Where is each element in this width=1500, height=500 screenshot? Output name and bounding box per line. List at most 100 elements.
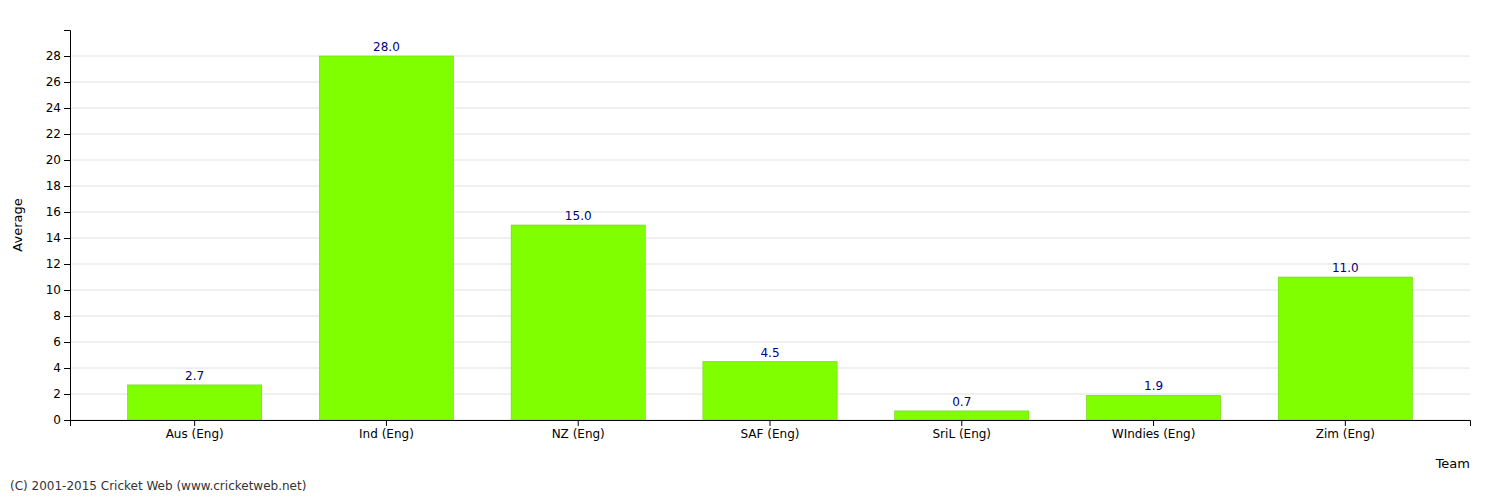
bar xyxy=(511,225,645,420)
data-label: 4.5 xyxy=(760,346,779,360)
tick-label: Ind (Eng) xyxy=(359,427,414,441)
grid-line xyxy=(70,134,1470,135)
grid-line xyxy=(70,238,1470,239)
tick-label: 8 xyxy=(53,309,61,323)
data-label: 11.0 xyxy=(1332,261,1359,275)
tick-label: SriL (Eng) xyxy=(932,427,991,441)
footnote: (C) 2001-2015 Cricket Web (www.cricketwe… xyxy=(10,479,306,493)
axis-title: Team xyxy=(1435,456,1470,471)
tick-label: 2 xyxy=(53,387,61,401)
tick-label: 28 xyxy=(46,49,61,63)
tick-label: 0 xyxy=(53,413,61,427)
tick: 22 xyxy=(46,127,70,141)
tick: 4 xyxy=(53,361,70,375)
data-labels: 2.7 28.0 15.0 4.5 0.7 1.9 11.0 xyxy=(185,40,1359,409)
bars xyxy=(128,56,1413,420)
grid-line xyxy=(70,82,1470,83)
tick-label: SAF (Eng) xyxy=(741,427,800,441)
tick: 18 xyxy=(46,179,70,193)
x-axis: Aus (Eng) Ind (Eng) NZ (Eng) SAF (Eng) SriL … xyxy=(71,420,1471,441)
data-label: 15.0 xyxy=(565,209,592,223)
chart-container: 2.728.015.04.50.71.911.00246810121416182… xyxy=(0,0,1500,500)
tick-label: Zim (Eng) xyxy=(1316,427,1375,441)
tick-mark xyxy=(1153,420,1154,426)
tick: SriL (Eng) xyxy=(932,420,991,441)
tick-label: 24 xyxy=(46,101,61,115)
tick-mark xyxy=(770,420,771,426)
grid-line xyxy=(70,290,1470,291)
axis-title: Average xyxy=(10,198,25,251)
tick: 6 xyxy=(53,335,70,349)
grid-line xyxy=(70,56,1470,57)
tick: NZ (Eng) xyxy=(552,420,605,441)
tick-label: 10 xyxy=(46,283,61,297)
tick-mark xyxy=(64,238,70,239)
tick-mark xyxy=(64,264,70,265)
tick-label: WIndies (Eng) xyxy=(1112,427,1196,441)
tick-label: NZ (Eng) xyxy=(552,427,605,441)
tick: 12 xyxy=(46,257,70,271)
tick: 24 xyxy=(46,101,70,115)
tick: 26 xyxy=(46,75,70,89)
y-axis: 0246810121416182022242628 xyxy=(46,31,71,428)
tick-label: 20 xyxy=(46,153,61,167)
tick-label: 18 xyxy=(46,179,61,193)
tick: SAF (Eng) xyxy=(741,420,800,441)
tick-label: Aus (Eng) xyxy=(166,427,224,441)
bar xyxy=(319,56,453,420)
tick-label: 22 xyxy=(46,127,61,141)
tick-mark xyxy=(64,342,70,343)
grid-line xyxy=(70,108,1470,109)
tick-mark xyxy=(64,160,70,161)
bar xyxy=(703,362,837,421)
tick-mark xyxy=(64,186,70,187)
grid-line xyxy=(70,264,1470,265)
data-label: 2.7 xyxy=(185,369,204,383)
tick-label: 6 xyxy=(53,335,61,349)
grid-line xyxy=(70,342,1470,343)
grid-line xyxy=(70,316,1470,317)
axis-line xyxy=(71,421,1471,427)
tick-mark xyxy=(64,82,70,83)
tick-mark xyxy=(64,212,70,213)
axis-line xyxy=(64,31,71,421)
tick-mark xyxy=(64,368,70,369)
tick: WIndies (Eng) xyxy=(1112,420,1196,441)
tick-mark xyxy=(1345,420,1346,426)
tick-mark xyxy=(578,420,579,426)
tick: 0 xyxy=(53,413,70,427)
tick: 8 xyxy=(53,309,70,323)
grid-line xyxy=(70,186,1470,187)
tick: Aus (Eng) xyxy=(166,420,224,441)
tick-mark xyxy=(194,420,195,426)
tick: 28 xyxy=(46,49,70,63)
tick: 10 xyxy=(46,283,70,297)
data-label: 0.7 xyxy=(952,395,971,409)
chart: 2.728.015.04.50.71.911.00246810121416182… xyxy=(0,0,1500,500)
tick-mark xyxy=(64,290,70,291)
tick: Zim (Eng) xyxy=(1316,420,1375,441)
tick-label: 14 xyxy=(46,231,61,245)
data-label: 1.9 xyxy=(1144,379,1163,393)
bar xyxy=(895,411,1029,420)
tick-mark xyxy=(64,316,70,317)
bar xyxy=(1086,395,1220,420)
tick-mark xyxy=(386,420,387,426)
tick: 2 xyxy=(53,387,70,401)
tick-mark xyxy=(64,134,70,135)
tick-mark xyxy=(64,108,70,109)
tick: Ind (Eng) xyxy=(359,420,414,441)
grid xyxy=(70,56,1470,420)
tick-label: 12 xyxy=(46,257,61,271)
bar xyxy=(1278,277,1412,420)
tick-label: 4 xyxy=(53,361,61,375)
tick: 20 xyxy=(46,153,70,167)
tick-mark xyxy=(64,394,70,395)
data-label: 28.0 xyxy=(373,40,400,54)
tick-label: 26 xyxy=(46,75,61,89)
grid-line xyxy=(70,160,1470,161)
grid-line xyxy=(70,212,1470,213)
tick-label: 16 xyxy=(46,205,61,219)
tick-mark xyxy=(64,56,70,57)
tick: 14 xyxy=(46,231,70,245)
